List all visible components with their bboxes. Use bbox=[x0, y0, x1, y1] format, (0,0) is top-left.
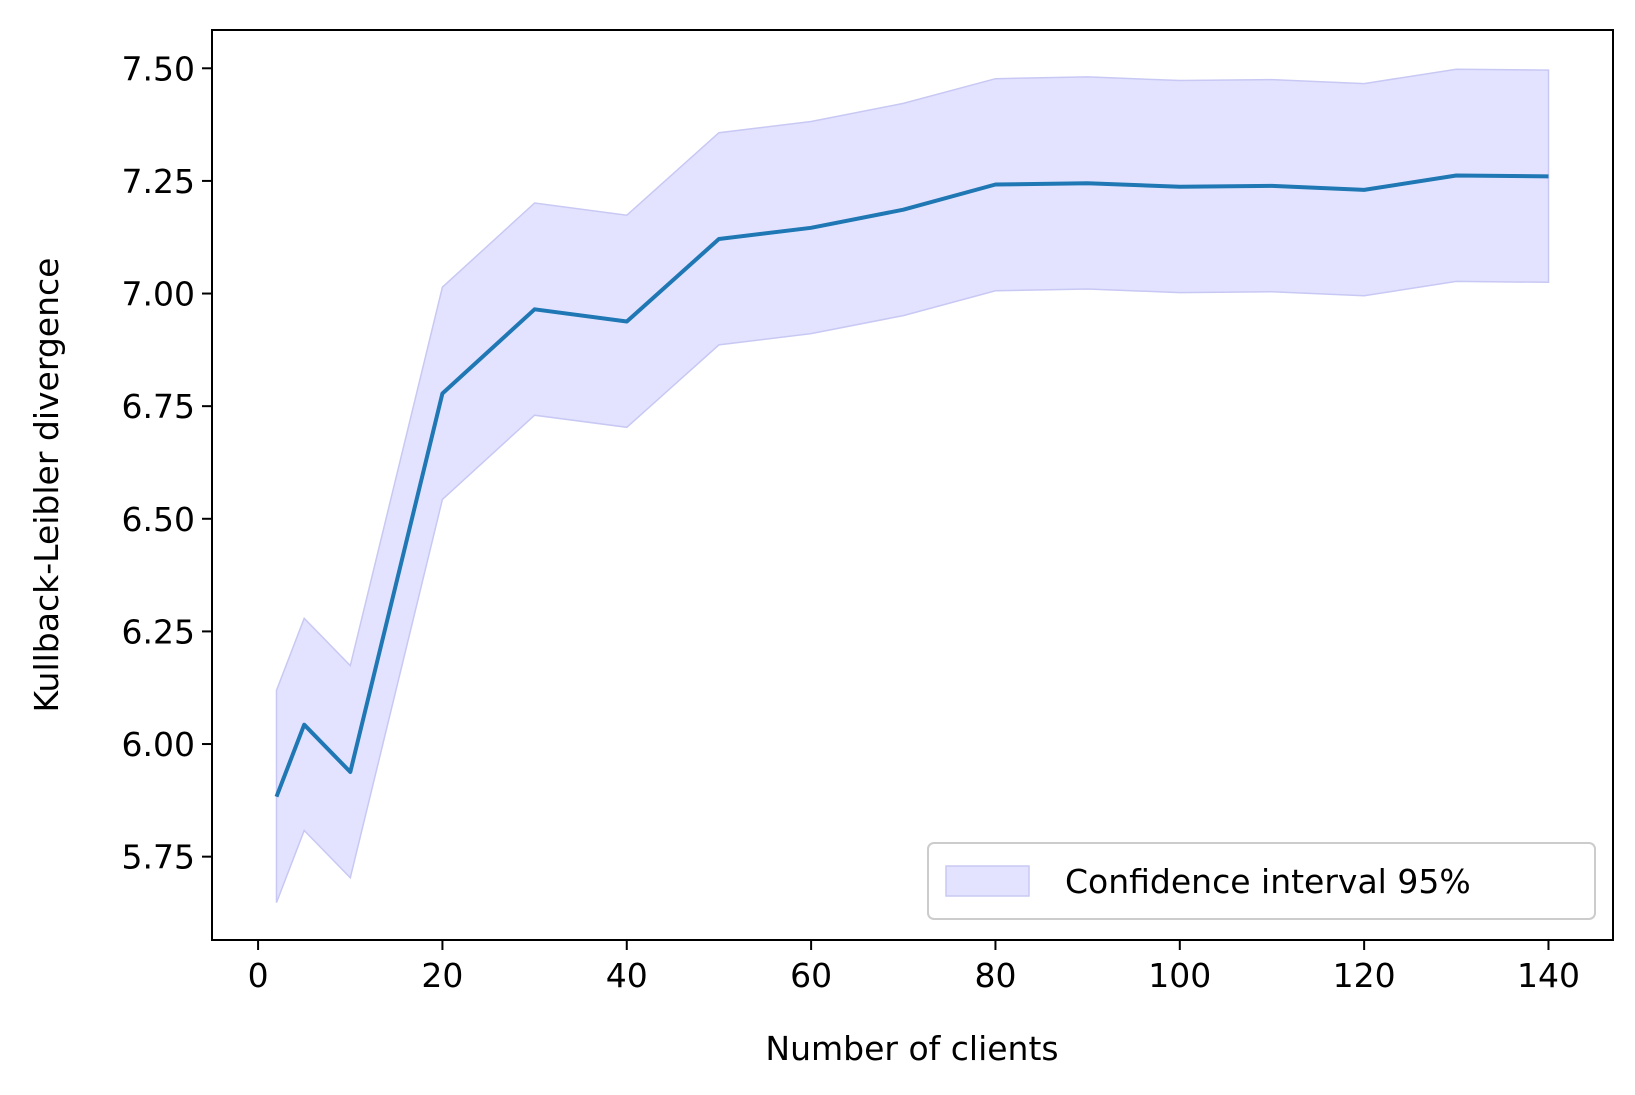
x-tick-label: 140 bbox=[1517, 956, 1580, 995]
kl-divergence-line bbox=[274, 173, 1549, 798]
y-tick-label: 6.00 bbox=[122, 725, 195, 764]
legend-box bbox=[927, 842, 1596, 920]
y-axis-title: Kullback-Leibler divergence bbox=[27, 258, 66, 713]
y-tick-label: 6.50 bbox=[122, 500, 195, 539]
x-tick-label: 40 bbox=[606, 956, 648, 995]
legend-swatch bbox=[945, 865, 1030, 897]
plot-area bbox=[274, 68, 1550, 903]
confidence-interval-band bbox=[275, 68, 1550, 903]
x-tick-label: 80 bbox=[974, 956, 1016, 995]
x-axis-title: Number of clients bbox=[765, 1029, 1058, 1068]
x-tick-label: 20 bbox=[421, 956, 463, 995]
y-tick-label: 7.00 bbox=[122, 275, 195, 314]
y-tick-label: 6.75 bbox=[122, 387, 195, 426]
y-tick-label: 7.50 bbox=[122, 49, 195, 88]
legend: Confidence interval 95% bbox=[927, 842, 1596, 920]
legend-label: Confidence interval 95% bbox=[1065, 862, 1471, 901]
x-tick-label: 60 bbox=[790, 956, 832, 995]
x-tick-label: 0 bbox=[248, 956, 269, 995]
x-tick-label: 120 bbox=[1333, 956, 1396, 995]
axes-frame bbox=[211, 29, 1614, 941]
y-tick-label: 7.25 bbox=[122, 162, 195, 201]
y-tick-label: 6.25 bbox=[122, 612, 195, 651]
y-axis: 5.75 6.00 6.25 6.50 6.75 7.00 7.25 7.50 bbox=[122, 49, 212, 877]
x-tick-label: 100 bbox=[1148, 956, 1211, 995]
x-axis: 0 20 40 60 80 100 120 140 bbox=[248, 940, 1580, 995]
y-tick-label: 5.75 bbox=[122, 838, 195, 877]
